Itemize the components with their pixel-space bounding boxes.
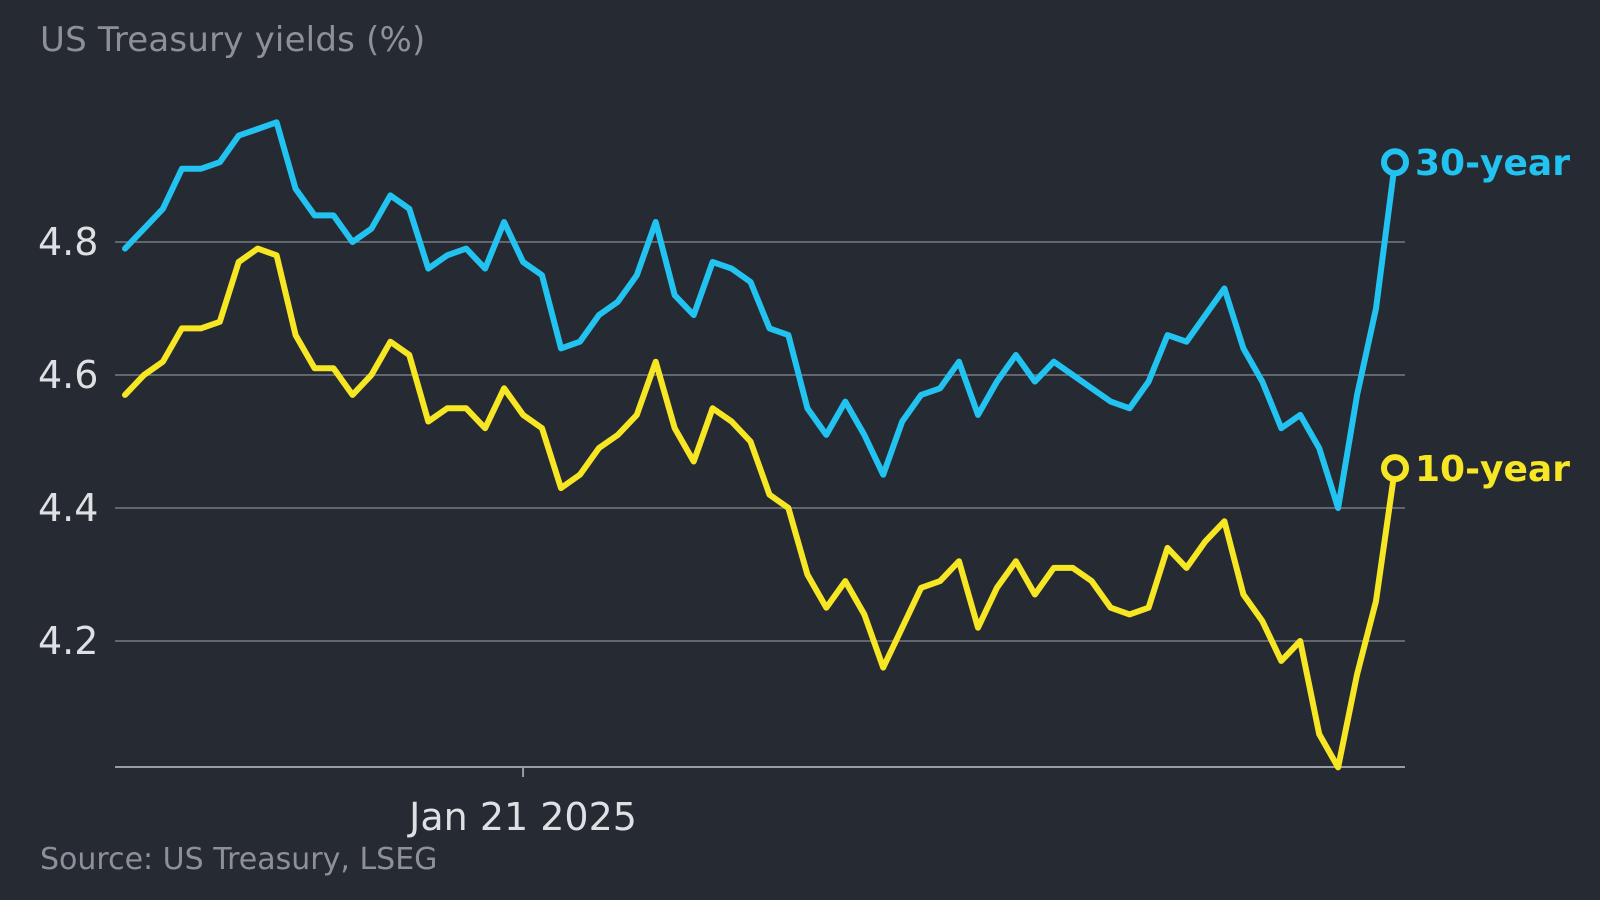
x-axis: Jan 21 2025Apr 2 (115, 766, 1405, 839)
source-note: Source: US Treasury, LSEG (40, 842, 438, 877)
y-tick-label: 4.4 (38, 486, 98, 530)
series-line-10-year (122, 245, 1398, 771)
x-tick-label: Jan 21 2025 (407, 795, 637, 839)
gridlines (115, 241, 1405, 642)
series-end-marker (1381, 454, 1409, 483)
y-tick-label: 4.8 (38, 220, 98, 264)
y-axis-labels: 4.2 4.4 4.6 4.8 (38, 220, 98, 663)
series-label: 30-year (1415, 143, 1570, 184)
series-group: 30-year 10-year (122, 119, 1570, 771)
series-end-marker (1381, 148, 1409, 177)
y-tick-label: 4.6 (38, 353, 98, 397)
series-label: 10-year (1415, 449, 1570, 490)
y-tick-label: 4.2 (38, 619, 98, 663)
series-line-30-year (122, 119, 1398, 511)
chart-title: US Treasury yields (%) (40, 20, 426, 60)
